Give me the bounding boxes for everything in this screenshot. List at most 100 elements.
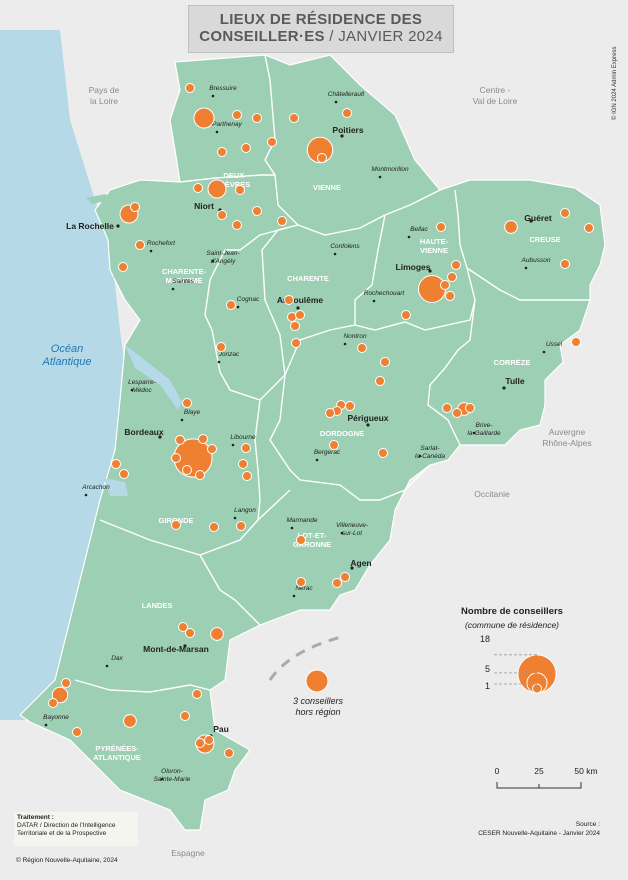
outside-region-symbol — [305, 669, 329, 693]
counsellor-symbol — [375, 376, 385, 386]
bassin-arcachon — [104, 478, 128, 496]
counsellor-symbol — [504, 220, 518, 234]
town-label: Sainte-Marie — [154, 776, 191, 783]
ocean-label: Océan — [51, 343, 83, 355]
legend-title: Nombre de conseillers — [461, 606, 563, 617]
town-label: Bayonne — [43, 714, 69, 721]
town-label: Langon — [234, 507, 256, 514]
neighbor-label: Pays de — [89, 85, 120, 95]
copyright: © Région Nouvelle-Aquitaine, 2024 — [16, 857, 118, 864]
counsellor-symbol — [357, 343, 367, 353]
town-label: Marmande — [286, 517, 317, 524]
town-marker — [180, 418, 184, 422]
title-line2-bold: CONSEILLER·ES — [199, 28, 325, 45]
department-label: SÈVRES — [220, 180, 250, 189]
counsellor-symbols — [48, 83, 594, 758]
town-marker — [378, 175, 382, 179]
town-marker — [215, 130, 219, 134]
town-label: Confolens — [330, 243, 360, 250]
town-marker — [333, 252, 337, 256]
legend-value-5: 5 — [485, 664, 490, 674]
town-marker — [233, 516, 237, 520]
counsellor-symbol — [193, 183, 203, 193]
town-marker — [472, 431, 476, 435]
counsellor-symbol — [289, 113, 299, 123]
scale-label-0: 0 — [495, 766, 500, 776]
counsellor-symbol — [451, 260, 461, 270]
department-borders — [74, 54, 590, 693]
prefecture-marker — [158, 435, 162, 439]
town-label: Rochechouart — [364, 290, 406, 297]
treatment-line2: Territoriale et de la Prospective — [17, 830, 107, 837]
town-label: Nérac — [295, 585, 313, 592]
counsellor-symbol — [119, 469, 129, 479]
source-credit: Source : CESER Nouvelle-Aquitaine - Janv… — [440, 820, 600, 838]
department-label: CREUSE — [529, 235, 560, 244]
title-line2-rest: / JANVIER 2024 — [324, 28, 443, 45]
counsellor-symbol — [442, 403, 452, 413]
town-label: Parthenay — [212, 121, 242, 128]
town-marker — [407, 235, 411, 239]
neighbor-label: Occitanie — [474, 489, 510, 499]
counsellor-symbol — [198, 434, 208, 444]
counsellor-symbol — [345, 401, 355, 411]
town-label: Montmorillon — [371, 166, 409, 173]
prefecture-label: Tulle — [505, 376, 524, 386]
counsellor-symbol — [171, 520, 181, 530]
town-marker — [160, 777, 164, 781]
prefecture-label: Guéret — [524, 213, 552, 223]
counsellor-symbol — [447, 272, 457, 282]
counsellor-symbol — [378, 448, 388, 458]
town-marker — [236, 305, 240, 309]
town-marker — [315, 458, 319, 462]
ocean-label: Atlantique — [42, 356, 92, 368]
prefecture-label: Agen — [350, 558, 371, 568]
counsellor-symbol — [207, 179, 227, 199]
counsellor-symbol — [185, 628, 195, 638]
department-label: GARONNE — [293, 540, 331, 549]
legend-value-1: 1 — [485, 681, 490, 691]
town-marker — [44, 723, 48, 727]
counsellor-symbol — [175, 435, 185, 445]
legend-circle — [532, 683, 542, 694]
counsellor-symbol — [325, 408, 335, 418]
counsellor-symbol — [401, 310, 411, 320]
counsellor-symbol — [465, 403, 475, 413]
town-marker — [524, 266, 528, 270]
counsellor-symbol — [123, 714, 137, 728]
map-title: LIEUX DE RÉSIDENCE DES CONSEILLER·ES / J… — [188, 5, 454, 53]
town-marker — [130, 388, 134, 392]
treatment-label: Traitement : — [17, 814, 54, 821]
department-label: MARITIME — [165, 276, 202, 285]
counsellor-symbol — [209, 522, 219, 532]
counsellor-symbol — [204, 735, 214, 745]
counsellor-symbol — [296, 535, 306, 545]
department-label: CHARENTE- — [162, 267, 207, 276]
town-marker — [211, 259, 215, 263]
neighbor-label: Auvergne — [549, 427, 586, 437]
counsellor-symbol — [118, 262, 128, 272]
prefecture-label: Mont-de-Marsan — [143, 644, 209, 654]
counsellor-symbol — [235, 185, 245, 195]
town-label: Brive- — [476, 422, 494, 429]
town-label: Saintes — [172, 278, 194, 285]
counsellor-symbol — [224, 748, 234, 758]
counsellor-symbol — [180, 711, 190, 721]
counsellor-symbol — [217, 210, 227, 220]
counsellor-symbol — [436, 222, 446, 232]
counsellor-symbol — [342, 108, 352, 118]
town-label: la-Gaillarde — [467, 430, 501, 437]
counsellor-symbol — [130, 202, 140, 212]
prefecture-marker — [529, 219, 533, 223]
counsellor-symbol — [226, 300, 236, 310]
town-label: Bressuire — [209, 85, 237, 92]
town-label: sur-Lot — [342, 530, 363, 537]
counsellor-symbol — [182, 398, 192, 408]
town-label: Médoc — [132, 387, 152, 394]
counsellor-symbol — [252, 113, 262, 123]
department-label: HAUTE- — [420, 237, 449, 246]
counsellor-symbol — [440, 280, 450, 290]
department-label: PYRÉNÉES- — [95, 744, 139, 753]
prefecture-label: Limoges — [396, 262, 431, 272]
